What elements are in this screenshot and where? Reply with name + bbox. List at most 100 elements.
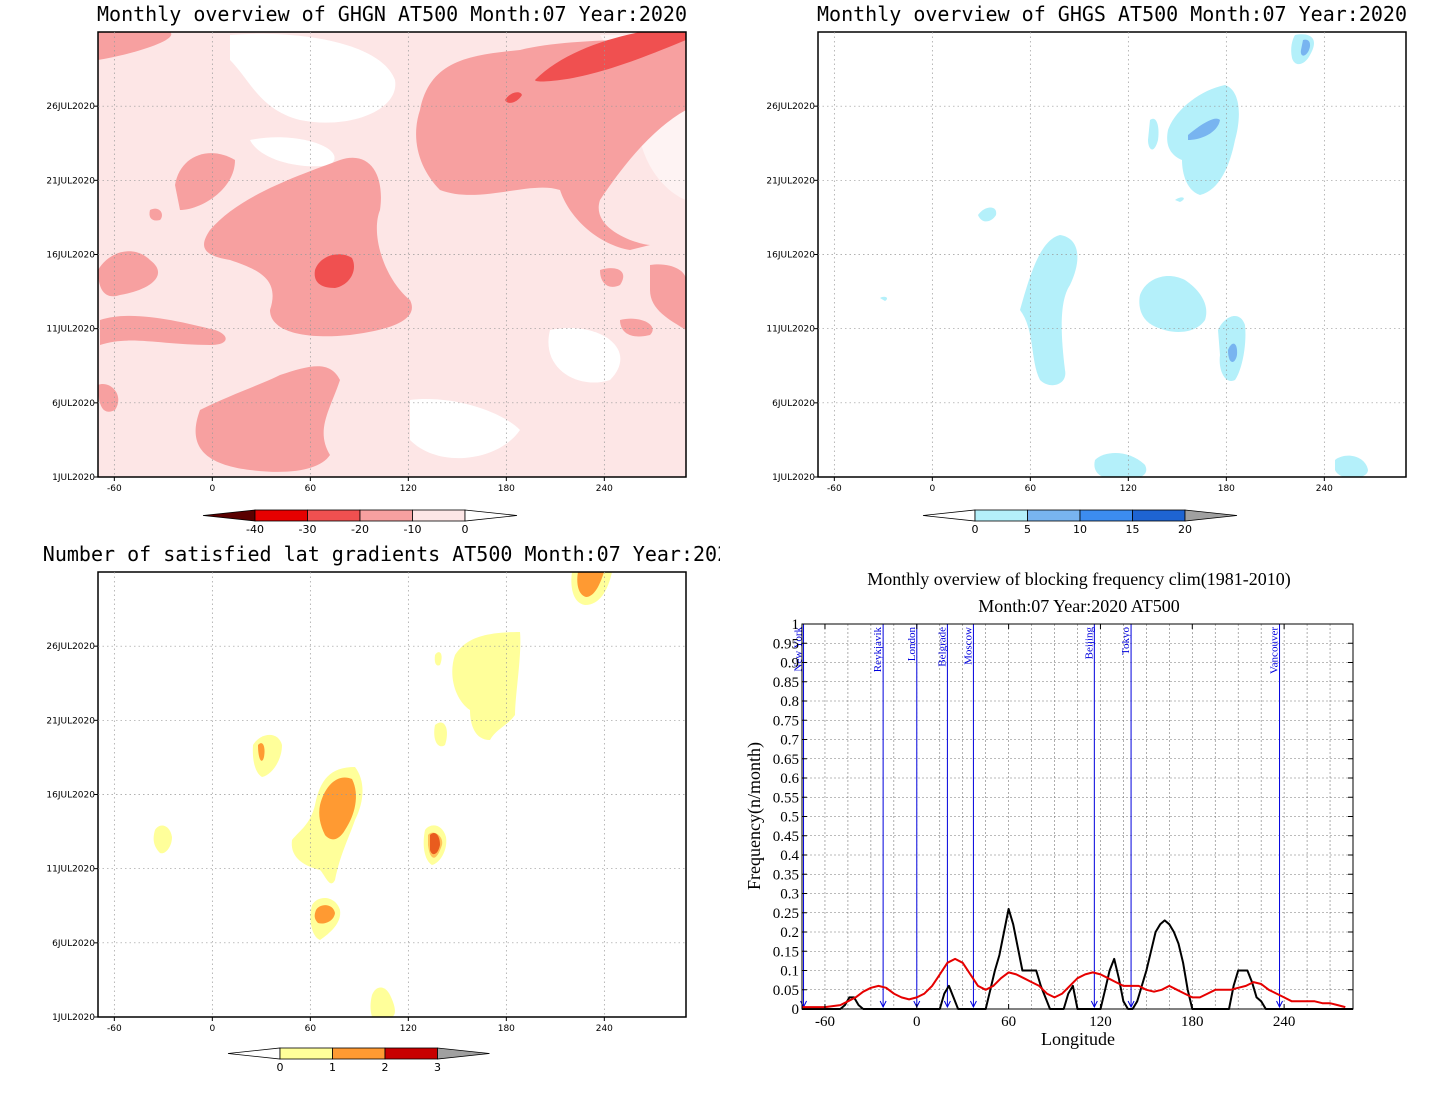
blocking-frequency-chart: Monthly overview of blocking frequency c… <box>744 569 1354 1049</box>
x-tick-label: 60 <box>305 484 317 494</box>
y-tick-label: 0.55 <box>773 790 799 806</box>
city-label: Reykjavik <box>872 627 884 673</box>
y-tick-label: 0.25 <box>773 906 799 922</box>
y-tick-label: 0.4 <box>780 848 799 864</box>
colorbar-label: 0 <box>972 523 979 536</box>
colorbar-segment <box>1027 509 1081 522</box>
chart-city-markers: New York Reykjavik London Belgrade Moscow Bei… <box>793 624 1283 1009</box>
x-tick-label: 0 <box>929 484 935 494</box>
x-tick-label: 120 <box>400 484 417 494</box>
city-label: Moscow <box>962 627 974 665</box>
colorbar-segment <box>412 509 466 522</box>
y-tick-label: 0.75 <box>773 713 799 729</box>
x-tick-label: 0 <box>209 484 215 494</box>
satisfied-yticks: 1JUL2020 6JUL2020 11JUL2020 16JUL2020 21JUL2… <box>46 642 98 1023</box>
ghgs-yticks: 1JUL2020 6JUL2020 11JUL2020 16JUL2020 21JUL2… <box>766 102 818 483</box>
ghgs-panel: Monthly overview of GHGS AT500 Month:07 … <box>720 0 1440 545</box>
colorbar-low-arrow <box>922 509 976 522</box>
x-tick-label: -60 <box>815 1014 835 1030</box>
y-tick-label: 0.3 <box>780 887 799 903</box>
satisfied-map: Number of satisfied lat gradients AT500 … <box>43 542 741 1074</box>
colorbar-label: 15 <box>1126 523 1140 536</box>
y-tick-label: 0.95 <box>773 636 799 652</box>
colorbar-segment <box>307 509 361 522</box>
city-label: London <box>906 627 918 662</box>
x-tick-label: 240 <box>596 1024 613 1034</box>
chart-title: Monthly overview of blocking frequency c… <box>867 569 1290 590</box>
satisfied-xticks: -60 0 60 120 180 240 <box>107 1017 613 1034</box>
chart-grid <box>802 624 1353 1009</box>
colorbar-label: 3 <box>434 1061 441 1074</box>
x-tick-label: 60 <box>1025 484 1037 494</box>
y-tick-label: 0.15 <box>773 944 799 960</box>
x-tick-label: 180 <box>1181 1014 1204 1030</box>
city-arrow <box>879 1000 887 1009</box>
y-tick-label: 16JUL2020 <box>766 251 815 261</box>
y-tick-label: 21JUL2020 <box>766 176 815 186</box>
colorbar-segment <box>332 1047 386 1060</box>
colorbar-segment <box>384 1047 438 1060</box>
y-tick-label: 0.45 <box>773 829 799 845</box>
series-line <box>802 957 1346 1009</box>
colorbar-segment <box>1132 509 1186 522</box>
ghgs-title: Monthly overview of GHGS AT500 Month:07 … <box>817 2 1407 26</box>
y-tick-label: 0.85 <box>773 675 799 691</box>
y-tick-label: 0 <box>792 1002 800 1018</box>
ghgn-xticks: -60 0 60 120 180 240 <box>107 477 613 494</box>
y-tick-label: 0.7 <box>780 733 799 749</box>
chart-x-ticks: -60 0 60 120 180 240 <box>815 624 1295 1030</box>
y-tick-label: 21JUL2020 <box>46 716 95 726</box>
chart-x-label: Longitude <box>1041 1029 1115 1049</box>
y-tick-label: 1 <box>792 617 800 633</box>
colorbar-label: 0 <box>277 1061 284 1074</box>
y-tick-label: 0.65 <box>773 752 799 768</box>
y-tick-label: 0.2 <box>780 925 799 941</box>
y-tick-label: 1JUL2020 <box>52 473 95 483</box>
y-tick-label: 6JUL2020 <box>52 939 95 949</box>
ghgs-colorbar: 0 5 10 15 20 <box>922 509 1238 536</box>
x-tick-label: 120 <box>1120 484 1137 494</box>
city-arrow <box>969 1000 977 1009</box>
city-label: Beijing <box>1083 627 1095 660</box>
colorbar-low-arrow <box>227 1047 281 1060</box>
colorbar-low-arrow <box>202 509 256 522</box>
y-tick-label: 11JUL2020 <box>766 325 815 335</box>
x-tick-label: 60 <box>305 1024 317 1034</box>
y-tick-label: 6JUL2020 <box>52 399 95 409</box>
y-tick-label: 21JUL2020 <box>46 176 95 186</box>
x-tick-label: 60 <box>1001 1014 1016 1030</box>
city-arrow <box>1276 1000 1283 1009</box>
y-tick-label: 0.9 <box>780 656 799 672</box>
chart-y-ticks: 0 0.05 0.1 0.15 0.2 0.25 0.3 0.35 0.4 0.45 0.5 0.55… <box>773 617 1353 1018</box>
chart-subtitle: Month:07 Year:2020 AT500 <box>978 596 1180 616</box>
x-tick-label: 120 <box>400 1024 417 1034</box>
y-tick-label: 26JUL2020 <box>46 642 95 652</box>
y-tick-label: 0.05 <box>773 983 799 999</box>
city-arrow <box>1090 1000 1098 1009</box>
x-tick-label: 180 <box>498 484 515 494</box>
y-tick-label: 0.35 <box>773 867 799 883</box>
x-tick-label: 180 <box>498 1024 515 1034</box>
y-tick-label: 0.5 <box>780 810 799 826</box>
blocking-frequency-panel: Monthly overview of blocking frequency c… <box>720 545 1440 1091</box>
x-tick-label: -60 <box>107 484 122 494</box>
y-tick-label: 16JUL2020 <box>46 791 95 801</box>
city-arrow <box>1127 1000 1135 1009</box>
ghgn-grid <box>98 32 686 477</box>
city-label: Tokyo <box>1120 627 1132 655</box>
x-tick-label: 0 <box>209 1024 215 1034</box>
x-tick-label: 240 <box>1316 484 1333 494</box>
colorbar-label: -20 <box>351 523 369 536</box>
y-tick-label: 1JUL2020 <box>52 1013 95 1023</box>
satisfied-title: Number of satisfied lat gradients AT500 … <box>43 545 720 566</box>
satisfied-grid <box>98 572 686 1017</box>
satisfied-colorbar: 0 1 2 3 <box>227 1047 490 1074</box>
colorbar-segment <box>359 509 413 522</box>
ghgn-title: Monthly overview of GHGN AT500 Month:07 … <box>97 2 687 26</box>
colorbar-label: 5 <box>1024 523 1031 536</box>
colorbar-segment <box>1079 509 1133 522</box>
chart-series <box>802 907 1353 1010</box>
colorbar-label: -10 <box>404 523 422 536</box>
y-tick-label: 26JUL2020 <box>766 102 815 112</box>
satisfied-panel: Number of satisfied lat gradients AT500 … <box>0 542 741 1091</box>
